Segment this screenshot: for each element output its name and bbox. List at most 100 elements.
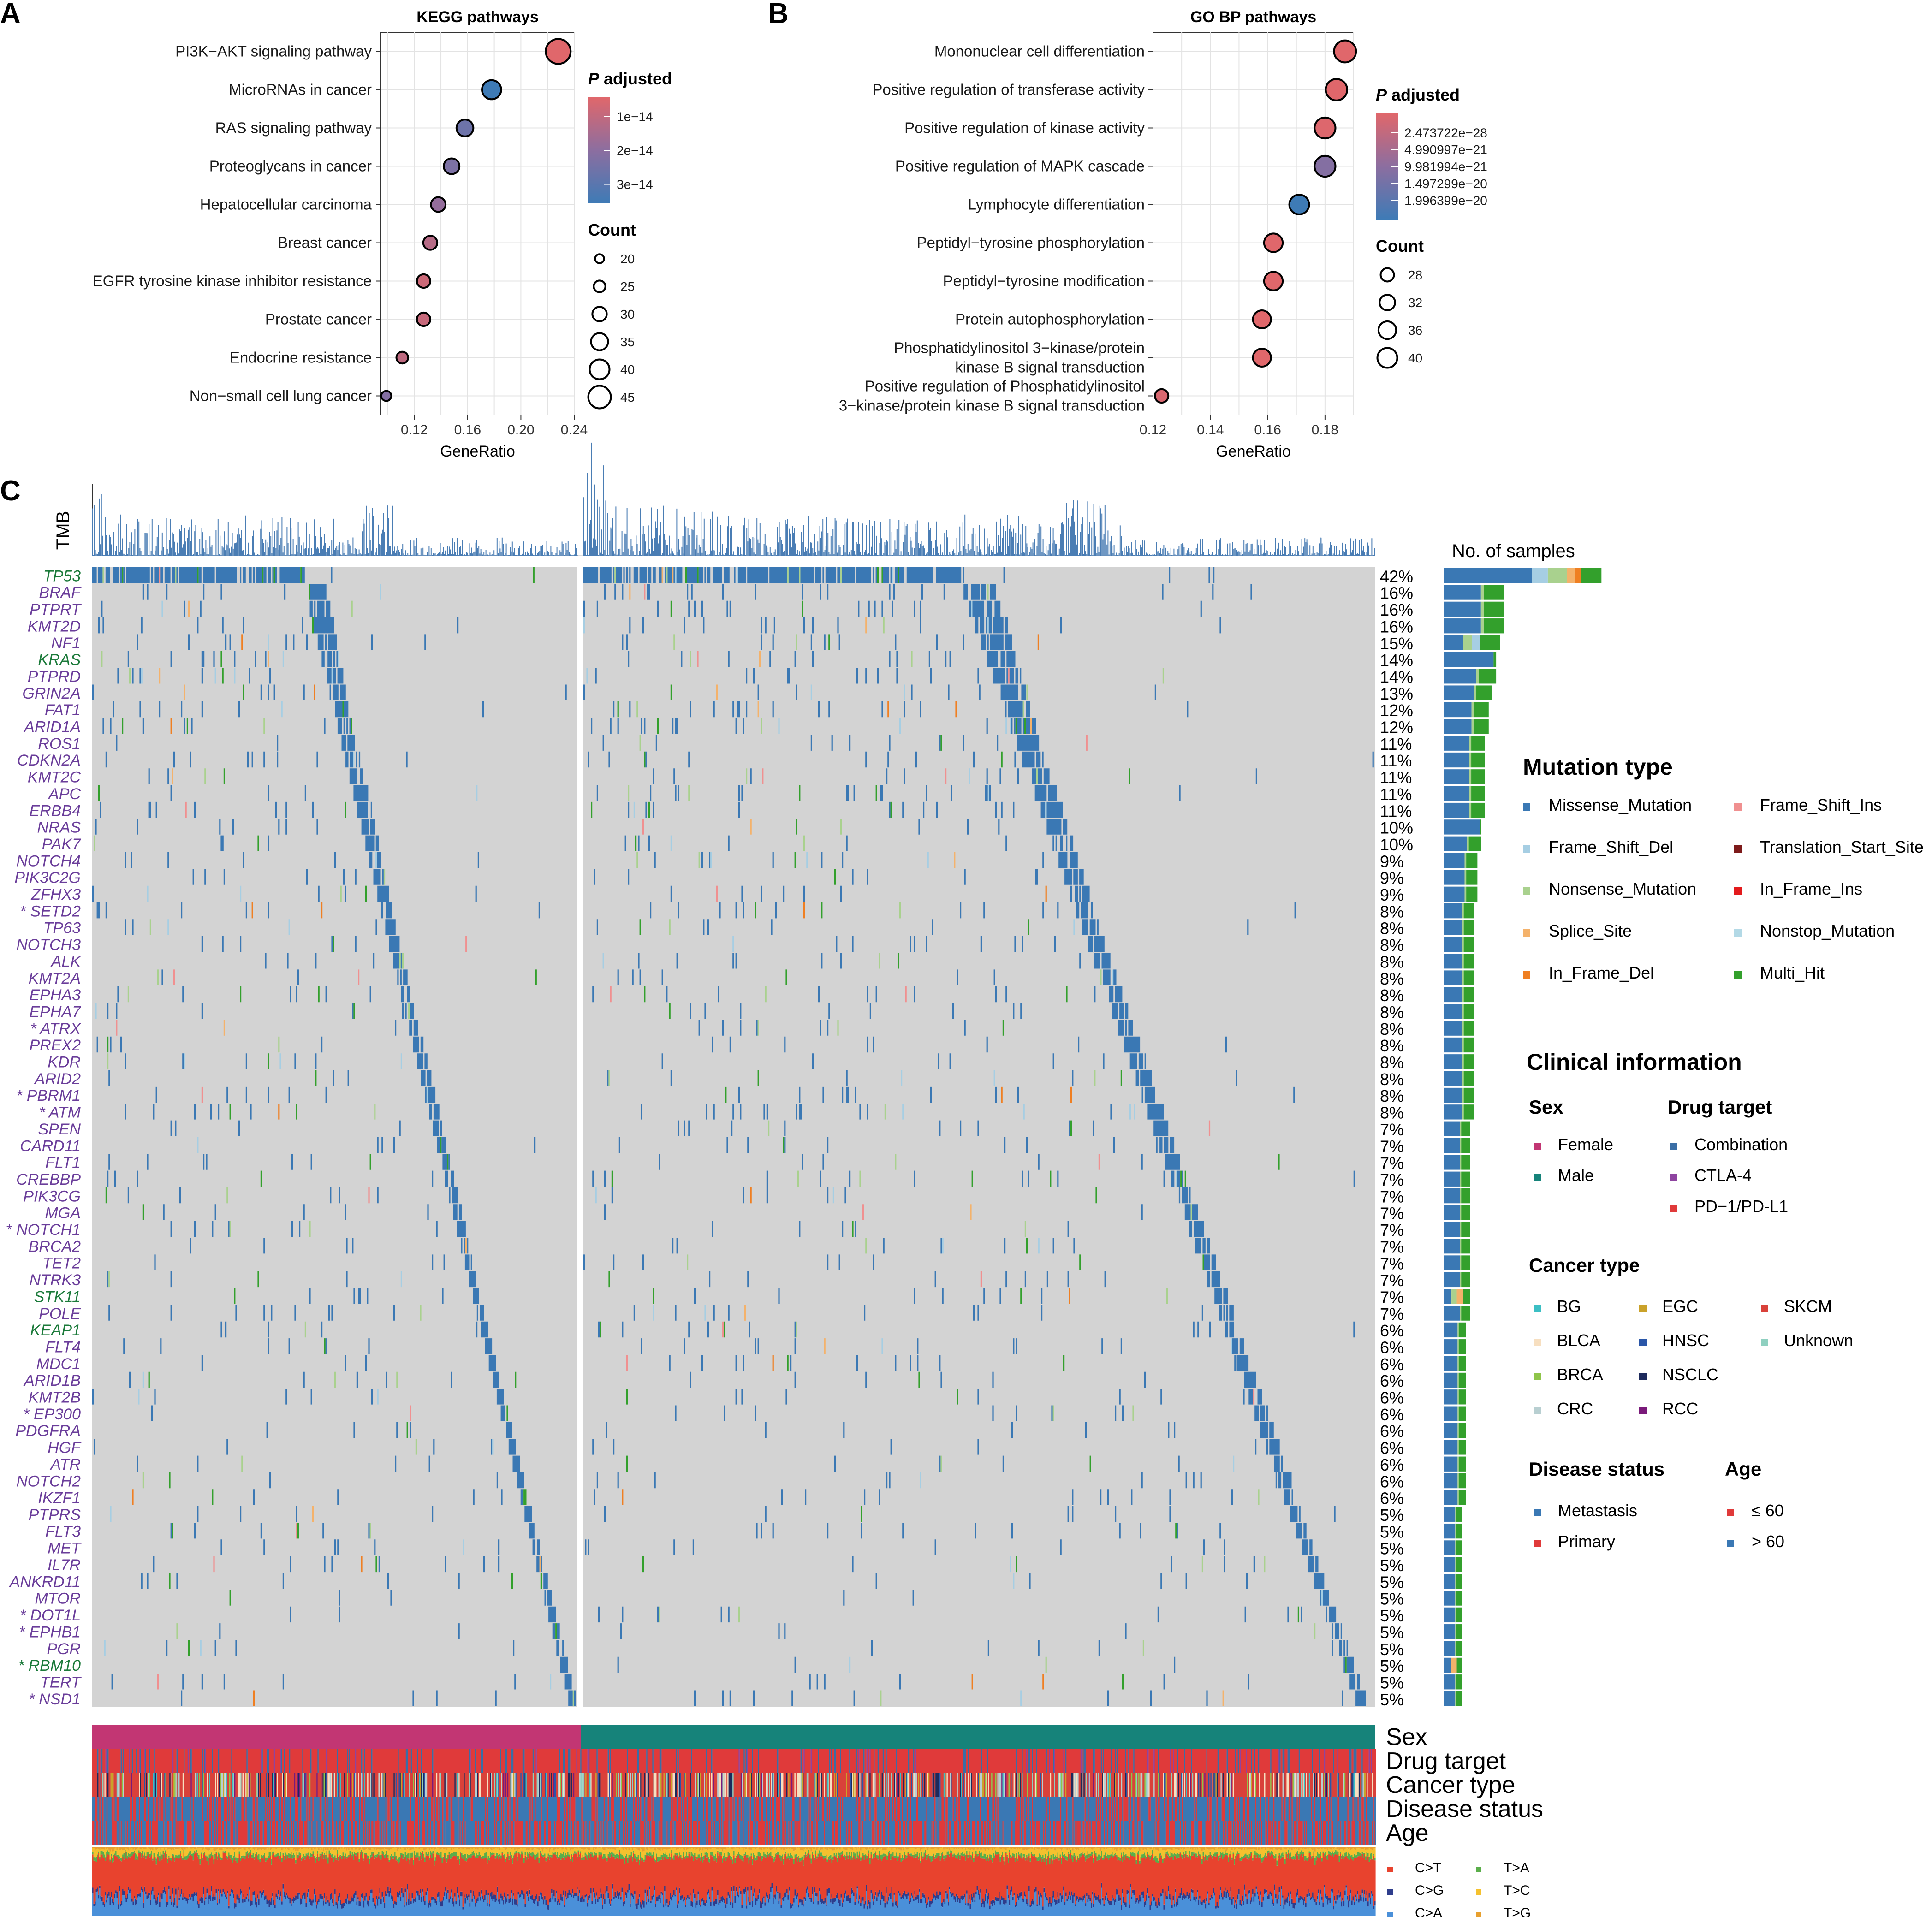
gene-percent-label: 7% bbox=[1380, 1137, 1404, 1156]
gene-label: BRAF bbox=[39, 584, 82, 602]
samples-bar-segment bbox=[1444, 1054, 1462, 1069]
kegg-point bbox=[416, 273, 432, 289]
gene-label: MGA bbox=[45, 1205, 81, 1222]
samples-bar-segment bbox=[1444, 1523, 1456, 1539]
samples-bar-segment bbox=[1460, 1138, 1462, 1153]
gene-percent-label: 7% bbox=[1380, 1305, 1404, 1324]
legend-disease-swatch bbox=[1534, 1509, 1541, 1516]
samples-bar-segment bbox=[1461, 1138, 1470, 1153]
gobp-category-label: Lymphocyte differentiation bbox=[968, 196, 1145, 213]
gene-label: MDC1 bbox=[36, 1355, 81, 1373]
mutation-cells bbox=[1086, 735, 1088, 751]
samples-bar-segment bbox=[1457, 1356, 1459, 1371]
samples-bar-segment bbox=[1469, 802, 1472, 818]
gene-label: * ATM bbox=[39, 1104, 81, 1122]
samples-bar-segment bbox=[1471, 736, 1485, 751]
kegg-category-label: EGFR tyrosine kinase inhibitor resistanc… bbox=[93, 273, 372, 290]
samples-bar-segment bbox=[1444, 920, 1462, 935]
mutation-cells bbox=[1026, 684, 1028, 700]
samples-bar-segment bbox=[1484, 601, 1504, 617]
samples-bar-segment bbox=[1444, 1406, 1458, 1421]
mutation-cells bbox=[426, 1086, 428, 1103]
legend-cancer-label: BLCA bbox=[1557, 1331, 1600, 1350]
mutation-cells bbox=[197, 1137, 199, 1153]
mutation-cells bbox=[920, 1472, 921, 1489]
gobp-category-label: Peptidyl−tyrosine phosphorylation bbox=[917, 234, 1145, 251]
legend-disease-title: Disease status bbox=[1529, 1458, 1664, 1480]
track-drug-target bbox=[97, 1749, 1363, 1773]
samples-bar-segment bbox=[1444, 1607, 1456, 1623]
gobp-point bbox=[1333, 39, 1357, 64]
gene-percent-label: 16% bbox=[1380, 617, 1413, 636]
samples-bar-segment bbox=[1463, 1289, 1470, 1304]
mutation-cells bbox=[1258, 1489, 1260, 1505]
samples-bar-segment bbox=[1444, 1624, 1456, 1639]
samples-bar-segment bbox=[1462, 1037, 1464, 1053]
gene-label: GRIN2A bbox=[22, 685, 81, 702]
gene-percent-label: 12% bbox=[1380, 701, 1413, 720]
mutation-cells bbox=[98, 617, 1221, 634]
mutation-cells bbox=[1098, 1154, 1100, 1170]
samples-bar-segment bbox=[1444, 1138, 1460, 1153]
mutation-cells bbox=[142, 1204, 144, 1220]
gobp-xtick-label: 0.16 bbox=[1254, 422, 1281, 438]
gene-label: FAT1 bbox=[45, 701, 81, 719]
mutation-cells bbox=[410, 1405, 411, 1421]
gobp-point bbox=[1263, 271, 1284, 291]
gene-percent-label: 5% bbox=[1380, 1640, 1404, 1659]
mutation-cells bbox=[1045, 885, 1047, 902]
gene-percent-label: 6% bbox=[1380, 1405, 1404, 1424]
samples-bar-segment bbox=[1444, 585, 1481, 600]
samples-bar-segment bbox=[1456, 1540, 1462, 1555]
mutation-cells bbox=[506, 1405, 508, 1421]
legend-substitution-label: C>T bbox=[1415, 1860, 1442, 1875]
legend-cancer-swatch bbox=[1639, 1407, 1647, 1414]
mutation-cells bbox=[539, 1556, 541, 1573]
legend-age-title: Age bbox=[1725, 1458, 1761, 1480]
legend-mutation-swatch bbox=[1734, 929, 1742, 937]
samples-bar-segment bbox=[1444, 1641, 1456, 1656]
samples-bar-segment bbox=[1458, 1322, 1466, 1338]
legend-substitution-swatch bbox=[1387, 1889, 1393, 1895]
samples-bar-segment bbox=[1444, 652, 1494, 667]
samples-bar-segment bbox=[1444, 736, 1469, 751]
gobp-category-label: Positive regulation of transferase activ… bbox=[872, 81, 1145, 98]
samples-bar-segment bbox=[1461, 1272, 1470, 1288]
gene-label: ERBB4 bbox=[30, 802, 81, 819]
gene-label: POLE bbox=[39, 1305, 81, 1323]
gene-percent-label: 7% bbox=[1380, 1237, 1404, 1256]
samples-bar-segment bbox=[1444, 1507, 1456, 1522]
gene-percent-label: 13% bbox=[1380, 684, 1413, 703]
gene-percent-label: 6% bbox=[1380, 1389, 1404, 1407]
kegg-title: KEGG pathways bbox=[416, 8, 539, 26]
kegg-point bbox=[545, 38, 572, 65]
gene-label: * EP300 bbox=[23, 1406, 81, 1423]
samples-bar-segment bbox=[1460, 1205, 1462, 1220]
samples-bar-segment bbox=[1444, 1322, 1458, 1338]
legend-age-swatch bbox=[1727, 1509, 1734, 1516]
mutation-cells bbox=[550, 1674, 552, 1690]
samples-bar-segment bbox=[1466, 853, 1478, 868]
gene-label: ALK bbox=[50, 953, 82, 970]
gene-label: KRAS bbox=[38, 651, 81, 669]
gobp-dotplot: GO BP pathways 0.12 0.14 0.16 0.18 GeneRatio M… bbox=[839, 8, 1487, 460]
gene-label: ANKRD11 bbox=[9, 1573, 81, 1591]
samples-bar-segment bbox=[1455, 1557, 1456, 1572]
gene-percent-label: 14% bbox=[1380, 651, 1413, 670]
mutation-cells bbox=[744, 1305, 746, 1321]
gene-label: PDGFRA bbox=[15, 1422, 81, 1440]
kegg-legend-size-label: 35 bbox=[620, 335, 635, 349]
mutation-cells bbox=[98, 785, 877, 801]
samples-bar-segment bbox=[1456, 1574, 1462, 1589]
samples-bar-segment bbox=[1476, 685, 1492, 700]
mutation-cells bbox=[865, 1238, 867, 1254]
kegg-legend-size-circle bbox=[591, 306, 608, 322]
mutation-cells bbox=[555, 1623, 557, 1639]
gobp-plot-area bbox=[1153, 32, 1354, 415]
legend-substitution-swatch bbox=[1476, 1867, 1481, 1872]
gene-label: KMT2C bbox=[28, 769, 81, 786]
gene-percent-label: 7% bbox=[1380, 1154, 1404, 1173]
gene-label: IL7R bbox=[48, 1556, 81, 1574]
track-label: Disease status bbox=[1386, 1796, 1543, 1822]
tmb-bars bbox=[92, 442, 1375, 556]
